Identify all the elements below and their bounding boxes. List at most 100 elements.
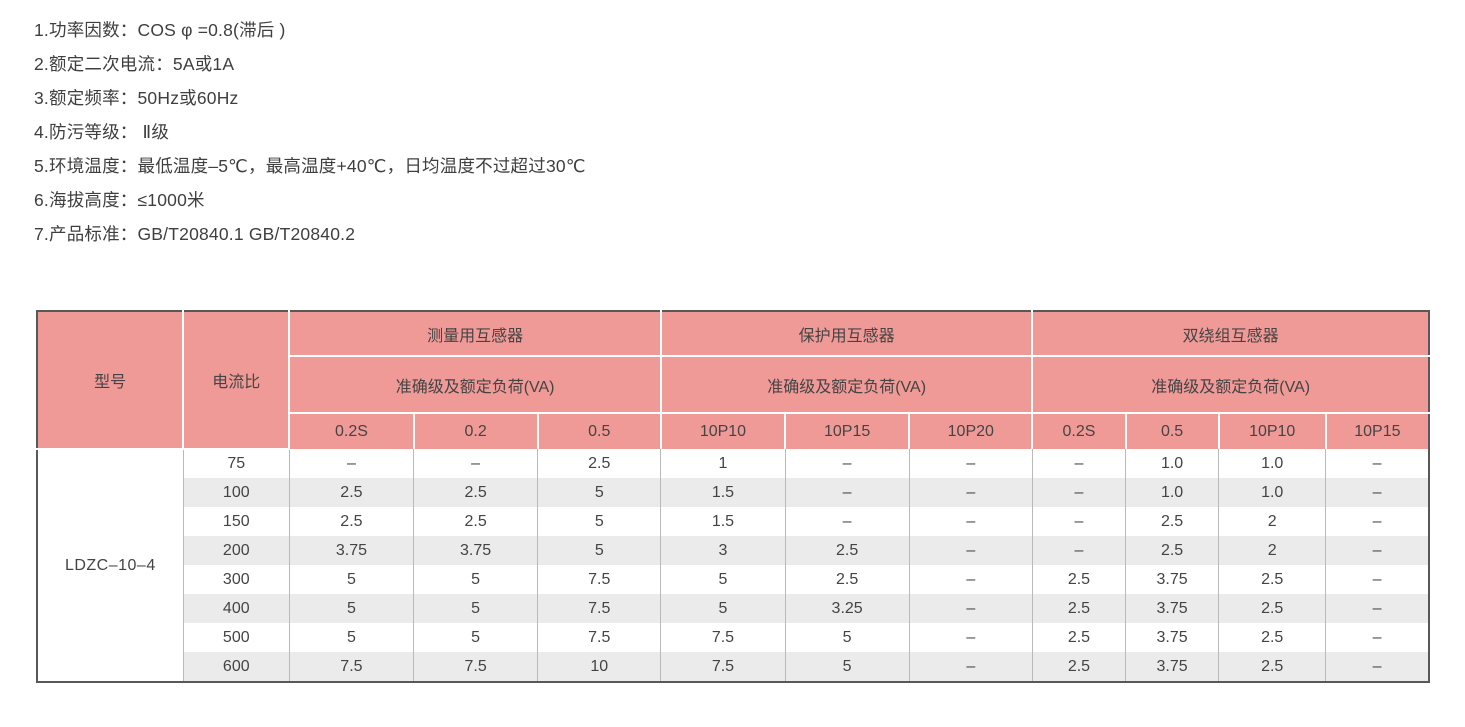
cell-value: – xyxy=(909,594,1033,623)
header-model: 型号 xyxy=(37,311,185,450)
specification-table-container: 型号 电流比 测量用互感器 保护用互感器 双绕组互感器 准确级及额定负荷(VA)… xyxy=(36,310,1430,683)
cell-value: 5 xyxy=(537,478,662,507)
cell-value: 2.5 xyxy=(289,507,415,536)
cell-value: 7.5 xyxy=(413,652,539,682)
cell-value: 2.5 xyxy=(1032,652,1127,682)
cell-value: – xyxy=(1325,536,1429,565)
cell-value: 3 xyxy=(660,536,786,565)
cell-value: – xyxy=(909,449,1033,478)
cell-value: – xyxy=(909,536,1033,565)
table-row: 300 5 5 7.5 5 2.5–2.5 3.75 2.5– xyxy=(37,565,1429,594)
cell-value: – xyxy=(909,623,1033,652)
cell-value: 5 xyxy=(537,507,662,536)
spec-line-3: 3.额定频率：50Hz或60Hz xyxy=(34,88,239,108)
header-col-d-0-5: 0.5 xyxy=(1125,413,1220,449)
cell-value: 2 xyxy=(1218,536,1327,565)
cell-value: 2.5 xyxy=(1218,623,1327,652)
cell-value: 1 xyxy=(660,449,786,478)
table-body: LDZC–10–4 75– –2.5 1– – –1.0 1.0–100 2.5 2.5 5 1.5… xyxy=(37,449,1429,682)
table-row: LDZC–10–4 75– –2.5 1– – –1.0 1.0– xyxy=(37,449,1429,682)
cell-current-ratio: 400 xyxy=(183,594,290,623)
cell-value: – xyxy=(413,449,539,478)
spec-line-5: 5.环境温度：最低温度–5℃，最高温度+40℃，日均温度不过超过30℃ xyxy=(34,156,586,176)
cell-value: 3.25 xyxy=(785,594,910,623)
header-col-p-10p20: 10P20 xyxy=(909,413,1034,449)
cell-value: 7.5 xyxy=(537,565,662,594)
cell-value: 5 xyxy=(413,623,539,652)
cell-value: – xyxy=(1372,454,1382,472)
table-row: 200 3.75 3.75 5 3 2.5– –2.5 2– xyxy=(37,536,1429,565)
cell-value: 3.75 xyxy=(1125,623,1220,652)
cell-value: 5 xyxy=(289,594,415,623)
table-header: 型号 电流比 测量用互感器 保护用互感器 双绕组互感器 准确级及额定负荷(VA)… xyxy=(37,311,1429,450)
cell-value: – xyxy=(1032,507,1127,536)
cell-value: 2.5 xyxy=(1125,536,1220,565)
cell-value: – xyxy=(1372,512,1382,530)
cell-value: – xyxy=(909,652,1033,682)
header-row-class-columns: 0.2S 0.2 0.5 10P10 10P15 10P20 0.2S 0.5 … xyxy=(37,413,1429,449)
cell-value: 2.5 xyxy=(1125,507,1220,536)
cell-value: 5 xyxy=(785,623,910,652)
cell-value: 2.5 xyxy=(1032,594,1127,623)
cell-value: 7.5 xyxy=(289,652,415,682)
cell-value: – xyxy=(1372,628,1382,646)
cell-value: 2.5 xyxy=(413,507,539,536)
cell-value: 1.0 xyxy=(1218,478,1327,507)
header-col-d-0-2s: 0.2S xyxy=(1032,413,1127,449)
cell-value: 7.5 xyxy=(660,623,786,652)
cell-value: 7.5 xyxy=(537,594,662,623)
header-col-p-10p15: 10P15 xyxy=(785,413,911,449)
cell-value: 3.75 xyxy=(289,536,415,565)
specification-list: 1.功率因数：COS φ =0.8(滞后 ) 2.额定二次电流：5A或1A 3.… xyxy=(34,13,1424,251)
cell-value: 2.5 xyxy=(1218,565,1327,594)
cell-value: 1.0 xyxy=(1218,449,1327,478)
cell-value: – xyxy=(785,478,910,507)
cell-current-ratio: 75 xyxy=(183,449,290,478)
cell-value: – xyxy=(1325,478,1429,507)
header-group-title-measuring: 测量用互感器 xyxy=(289,311,662,357)
cell-value: 10 xyxy=(537,652,662,682)
header-row-group-subtitles: 准确级及额定负荷(VA) 准确级及额定负荷(VA) 准确级及额定负荷(VA) xyxy=(37,356,1429,414)
cell-current-ratio: 500 xyxy=(183,623,290,652)
cell-value: 5 xyxy=(413,565,539,594)
spec-line-6: 6.海拔高度：≤1000米 xyxy=(34,190,205,210)
cell-value: – xyxy=(909,565,1033,594)
cell-value: 3.75 xyxy=(1125,594,1220,623)
header-group-title-protection: 保护用互感器 xyxy=(660,311,1034,357)
header-ratio: 电流比 xyxy=(183,311,291,450)
cell-value: 2.5 xyxy=(1032,623,1127,652)
specification-table: 型号 电流比 测量用互感器 保护用互感器 双绕组互感器 准确级及额定负荷(VA)… xyxy=(36,310,1430,683)
cell-value: – xyxy=(1032,449,1127,478)
cell-current-ratio: 100 xyxy=(183,478,290,507)
cell-value: 7.5 xyxy=(537,623,662,652)
cell-value: – xyxy=(785,507,910,536)
cell-value: 7.5 xyxy=(660,652,786,682)
spec-line-7: 7.产品标准：GB/T20840.1 GB/T20840.2 xyxy=(34,224,356,244)
cell-value: – xyxy=(1032,478,1127,507)
cell-value: 1.5 xyxy=(660,507,786,536)
header-col-m-0-5: 0.5 xyxy=(537,413,662,449)
header-group-subtitle-dual-winding: 准确级及额定负荷(VA) xyxy=(1032,356,1429,414)
cell-value: 5 xyxy=(660,594,786,623)
cell-value: – xyxy=(1325,594,1429,623)
cell-value: 2 xyxy=(1218,507,1327,536)
cell-value: – xyxy=(1032,536,1127,565)
cell-value: – xyxy=(1372,570,1382,588)
cell-model: LDZC–10–4 xyxy=(37,449,184,682)
cell-value: 2.5 xyxy=(785,536,910,565)
cell-value: 2.5 xyxy=(785,565,910,594)
header-col-d-10p15: 10P15 xyxy=(1325,413,1429,449)
table-row: 500 5 5 7.5 7.5 5–2.5 3.75 2.5– xyxy=(37,623,1429,652)
cell-value: 3.75 xyxy=(1125,565,1220,594)
cell-value: 1.5 xyxy=(660,478,786,507)
cell-value: 5 xyxy=(289,565,415,594)
cell-value: 1.0 xyxy=(1125,449,1220,478)
cell-value: 5 xyxy=(289,623,415,652)
spec-line-1: 1.功率因数：COS φ =0.8(滞后 ) xyxy=(34,20,286,40)
cell-value: 2.5 xyxy=(413,478,539,507)
cell-current-ratio: 300 xyxy=(183,565,290,594)
header-col-m-0-2: 0.2 xyxy=(413,413,539,449)
header-row-group-titles: 型号 电流比 测量用互感器 保护用互感器 双绕组互感器 xyxy=(37,311,1429,450)
cell-value: 2.5 xyxy=(537,449,662,478)
cell-value: 5 xyxy=(785,652,910,682)
